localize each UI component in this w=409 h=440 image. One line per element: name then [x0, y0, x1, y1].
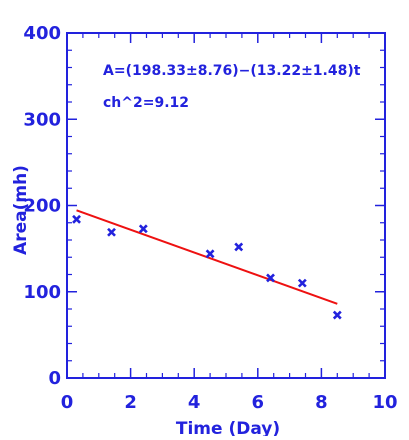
- axis-ticks: [66, 32, 386, 379]
- data-point: [138, 224, 148, 234]
- y-tick-label: 300: [23, 109, 61, 130]
- data-point: [205, 249, 215, 259]
- x-axis-label: Time (Day): [176, 419, 280, 436]
- data-point-stroke: [297, 278, 307, 288]
- x-tick-label: 10: [372, 392, 397, 413]
- data-point: [72, 214, 81, 224]
- fit-equation-annotation: A=(198.33±8.76)−(13.22±1.48)t: [103, 63, 361, 79]
- x-tick-label: 0: [61, 392, 74, 413]
- data-point-stroke: [72, 214, 81, 224]
- data-point-stroke: [205, 249, 215, 259]
- data-point-stroke: [138, 224, 148, 234]
- y-tick-label: 400: [23, 23, 61, 44]
- data-point-stroke: [332, 310, 342, 320]
- data-point: [266, 273, 275, 283]
- data-point: [332, 310, 342, 320]
- x-tick-label: 8: [315, 392, 328, 413]
- y-axis-label: Area(mh): [11, 165, 31, 255]
- y-tick-label: 100: [23, 282, 61, 303]
- y-tick-label: 200: [23, 196, 61, 217]
- chi-square-annotation: ch^2=9.12: [103, 95, 189, 111]
- data-point-stroke: [234, 242, 244, 252]
- data-point: [234, 242, 244, 252]
- data-point: [107, 227, 116, 237]
- x-tick-label: 2: [124, 392, 137, 413]
- x-tick-label: 4: [188, 392, 201, 413]
- x-tick-label: 6: [252, 392, 265, 413]
- data-point-stroke: [107, 227, 116, 237]
- data-point: [297, 278, 307, 288]
- plot-frame: [66, 32, 386, 379]
- data-point-stroke: [266, 273, 275, 283]
- plot-border: [66, 32, 386, 379]
- data-points-layer: [72, 214, 342, 320]
- y-tick-label: 0: [48, 368, 61, 389]
